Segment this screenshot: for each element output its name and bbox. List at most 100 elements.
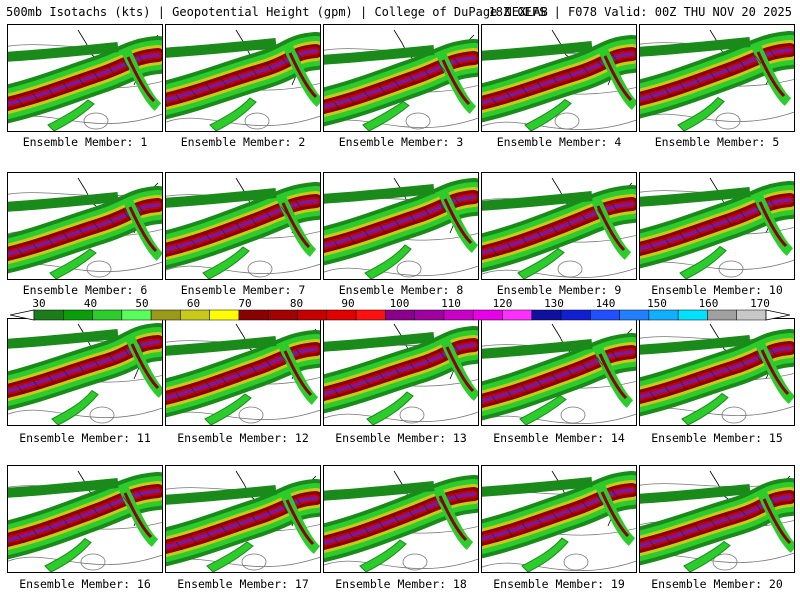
isotach-map	[640, 177, 794, 279]
isotach-map	[640, 470, 794, 572]
colorbar-tick-label: 80	[289, 297, 304, 310]
isotach-map	[324, 470, 478, 572]
isotach-map	[166, 323, 320, 425]
isotach-map	[8, 177, 162, 279]
ensemble-panel-4	[481, 24, 637, 132]
ensemble-panel-10	[639, 172, 795, 280]
isotach-map	[166, 177, 320, 279]
isotach-map	[8, 323, 162, 425]
ensemble-member-label: Ensemble Member: 16	[19, 577, 151, 591]
ensemble-panel-18	[323, 465, 479, 573]
ensemble-member-label: Ensemble Member: 9	[496, 283, 622, 297]
isotach-map	[324, 29, 478, 131]
colorbar-tick-label: 90	[341, 297, 355, 310]
ensemble-member-label: Ensemble Member: 3	[338, 135, 464, 149]
ensemble-panel-3	[323, 24, 479, 132]
colorbar-tick-label: 50	[135, 297, 149, 310]
colorbar-swatch	[33, 309, 64, 321]
ensemble-panel-15	[639, 318, 795, 426]
colorbar-swatch	[92, 309, 123, 321]
colorbar-swatch	[677, 309, 708, 321]
isotach-map	[482, 177, 636, 279]
colorbar-swatch	[707, 309, 737, 321]
colorbar-tick-label: 140	[595, 297, 616, 310]
ensemble-panel-20	[639, 465, 795, 573]
colorbar-tick-label: 60	[186, 297, 201, 310]
ensemble-member-label: Ensemble Member: 15	[651, 431, 783, 445]
ensemble-member-label: Ensemble Member: 14	[493, 431, 625, 445]
isotach-map	[640, 323, 794, 425]
ensemble-member-label: Ensemble Member: 20	[651, 577, 783, 591]
ensemble-panel-9	[481, 172, 637, 280]
colorbar-scale	[10, 309, 790, 321]
ensemble-panel-12	[165, 318, 321, 426]
isotach-map	[166, 470, 320, 572]
isotach-map	[482, 323, 636, 425]
isotach-map	[482, 470, 636, 572]
ensemble-member-label: Ensemble Member: 5	[654, 135, 780, 149]
isotach-map	[324, 323, 478, 425]
ensemble-panel-16	[7, 465, 163, 573]
colorbar-tick-label: 170	[750, 297, 770, 310]
colorbar-tick-label: 30	[32, 297, 46, 310]
colorbar-swatch	[414, 309, 445, 321]
colorbar-swatch	[326, 309, 357, 321]
ensemble-panel-17	[165, 465, 321, 573]
colorbar-tick-label: 120	[492, 297, 513, 310]
colorbar-swatch	[355, 309, 386, 321]
colorbar-tick-label: 40	[83, 297, 98, 310]
ensemble-member-label: Ensemble Member: 7	[180, 283, 306, 297]
colorbar-swatch	[443, 309, 474, 321]
colorbar-swatch	[385, 309, 415, 321]
ensemble-panel-14	[481, 318, 637, 426]
ensemble-member-label: Ensemble Member: 19	[493, 577, 625, 591]
colorbar-min-arrow	[10, 309, 35, 321]
colorbar-tick-label: 130	[544, 297, 564, 310]
colorbar-swatch	[209, 309, 240, 321]
isotach-colorbar: 30 40 50 60 70 80 90 100 110 120 130 140 150 160 170	[10, 297, 790, 321]
ensemble-panel-8	[323, 172, 479, 280]
colorbar-swatch	[150, 309, 181, 321]
ensemble-member-label: Ensemble Member: 10	[651, 283, 783, 297]
colorbar-tick-label: 70	[238, 297, 252, 310]
ensemble-panel-11	[7, 318, 163, 426]
ensemble-panel-13	[323, 318, 479, 426]
colorbar-swatch	[63, 309, 93, 321]
colorbar-swatch	[590, 309, 620, 321]
isotach-map	[166, 29, 320, 131]
run-valid-time: 18Z GEFS | F078 Valid: 00Z THU NOV 20 20…	[488, 5, 792, 19]
colorbar-swatch	[619, 309, 650, 321]
map-title: 500mb Isotachs (kts) | Geopotential Heig…	[6, 5, 548, 19]
ensemble-member-label: Ensemble Member: 13	[335, 431, 467, 445]
colorbar-swatch	[472, 309, 503, 321]
colorbar-max-arrow	[765, 309, 790, 321]
isotach-map	[8, 29, 162, 131]
colorbar-swatch	[736, 309, 767, 321]
map-header: 500mb Isotachs (kts) | Geopotential Heig…	[0, 0, 800, 22]
colorbar-swatch	[531, 309, 562, 321]
ensemble-panel-5	[639, 24, 795, 132]
ensemble-member-label: Ensemble Member: 17	[177, 577, 309, 591]
colorbar-swatch	[560, 309, 591, 321]
ensemble-member-label: Ensemble Member: 4	[496, 135, 622, 149]
colorbar-swatch	[297, 309, 328, 321]
ensemble-member-label: Ensemble Member: 1	[22, 135, 148, 149]
colorbar-swatch	[238, 309, 269, 321]
colorbar-swatch	[648, 309, 679, 321]
isotach-map	[640, 29, 794, 131]
colorbar-swatch	[121, 309, 152, 321]
ensemble-member-label: Ensemble Member: 6	[22, 283, 148, 297]
ensemble-member-label: Ensemble Member: 8	[338, 283, 464, 297]
ensemble-panel-6	[7, 172, 163, 280]
colorbar-swatch	[267, 309, 298, 321]
colorbar-tick-label: 160	[698, 297, 719, 310]
isotach-map	[8, 470, 162, 572]
isotach-map	[482, 29, 636, 131]
ensemble-panel-1	[7, 24, 163, 132]
isotach-map	[324, 177, 478, 279]
ensemble-panel-2	[165, 24, 321, 132]
ensemble-member-label: Ensemble Member: 11	[19, 431, 151, 445]
ensemble-member-label: Ensemble Member: 2	[180, 135, 306, 149]
ensemble-panel-19	[481, 465, 637, 573]
colorbar-swatch	[180, 309, 210, 321]
